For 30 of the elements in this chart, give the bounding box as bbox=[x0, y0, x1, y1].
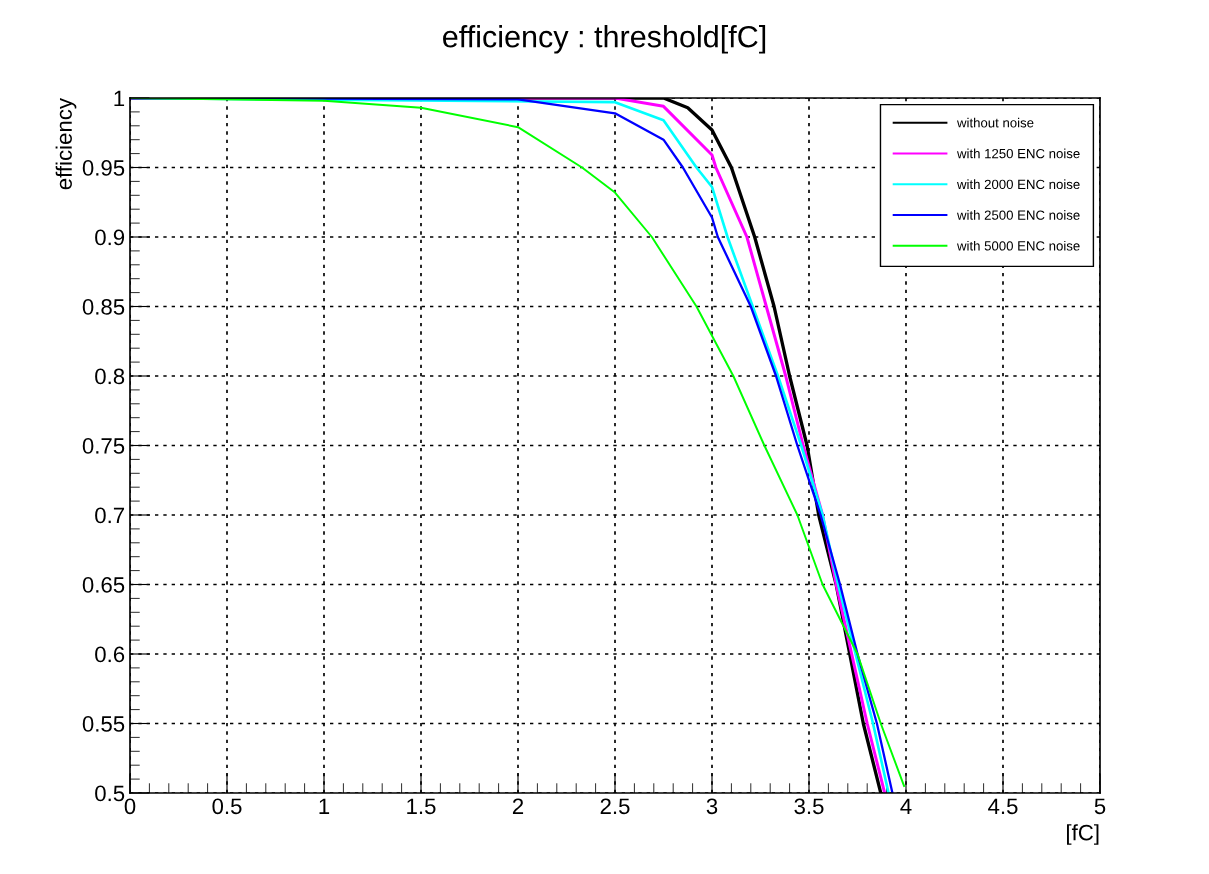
x-tick-label: 1.5 bbox=[407, 798, 436, 815]
y-tick-label: 0.55 bbox=[82, 716, 125, 732]
y-tick-label: 0.65 bbox=[82, 577, 125, 593]
y-tick-label: 0.9 bbox=[95, 229, 125, 246]
y-tick-label: 0.8 bbox=[95, 368, 125, 385]
y-tick-label: 0.5 bbox=[95, 785, 125, 802]
x-tick-label: 2 bbox=[512, 798, 524, 814]
y-tick-label: 0.75 bbox=[82, 438, 125, 454]
legend-label: with 2500 ENC noise bbox=[956, 210, 1080, 220]
x-tick-label: 0 bbox=[124, 798, 136, 815]
y-tick-label: 0.85 bbox=[82, 299, 125, 315]
x-tick-label: 4.5 bbox=[988, 798, 1018, 815]
x-tick-label: 3.5 bbox=[794, 798, 824, 815]
legend-label: with 2000 ENC noise bbox=[956, 179, 1080, 190]
x-tick-label: 4 bbox=[900, 798, 912, 814]
legend-label: with 1250 ENC noise bbox=[956, 148, 1080, 159]
y-tick-label: 1 bbox=[114, 90, 125, 107]
x-tick-label: 5 bbox=[1094, 798, 1106, 815]
y-axis-title: efficiency bbox=[55, 98, 77, 190]
x-tick-label: 1 bbox=[319, 798, 330, 814]
y-tick-label: 0.6 bbox=[95, 646, 125, 663]
legend-label: without noise bbox=[956, 117, 1034, 128]
y-tick-label: 0.7 bbox=[95, 507, 125, 524]
x-tick-label: 2.5 bbox=[600, 798, 630, 815]
x-axis-title: [fC] bbox=[1067, 824, 1099, 845]
x-tick-label: 3 bbox=[706, 798, 718, 815]
chart-title: efficiency : threshold[fC] bbox=[443, 25, 766, 54]
y-tick-label: 0.95 bbox=[82, 160, 125, 176]
legend-label: with 5000 ENC noise bbox=[956, 240, 1080, 251]
x-tick-label: 0.5 bbox=[212, 798, 242, 815]
